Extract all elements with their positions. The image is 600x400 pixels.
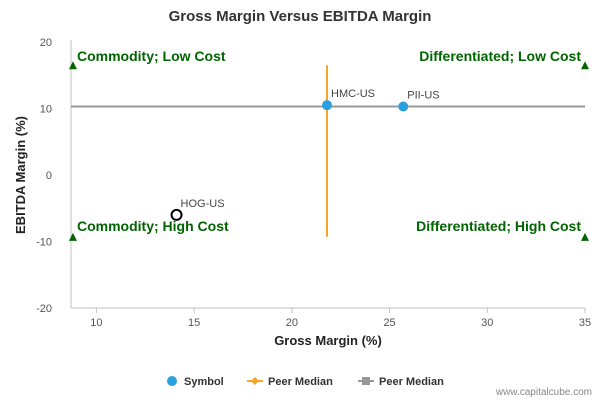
chart-title: Gross Margin Versus EBITDA Margin bbox=[169, 8, 432, 25]
legend-circle-icon bbox=[167, 376, 177, 386]
tick-labels: 10 15 20 25 30 35 -20 -10 0 10 20 bbox=[36, 37, 591, 329]
triangle-marker-icon bbox=[68, 232, 77, 241]
data-point-label: HMC-US bbox=[331, 88, 375, 100]
legend-item[interactable]: Symbol bbox=[167, 376, 224, 388]
y-tick-label: 0 bbox=[46, 170, 52, 182]
quadrant-labels: Commodity; Low Cost Differentiated; Low C… bbox=[68, 48, 589, 241]
triangle-marker-icon bbox=[581, 232, 589, 241]
legend-item[interactable]: Peer Median bbox=[247, 376, 333, 388]
x-tick-label: 25 bbox=[383, 317, 395, 329]
data-point[interactable] bbox=[398, 101, 409, 112]
legend-diamond-icon bbox=[251, 377, 259, 385]
peer-median-lines bbox=[71, 65, 585, 237]
y-tick-label: -20 bbox=[36, 303, 52, 315]
y-tick-label: -10 bbox=[36, 237, 52, 249]
legend-label: Peer Median bbox=[379, 376, 444, 388]
x-tick-label: 15 bbox=[188, 317, 200, 329]
x-tick-label: 30 bbox=[481, 317, 493, 329]
x-tick-label: 35 bbox=[579, 317, 591, 329]
data-point[interactable] bbox=[170, 208, 183, 221]
legend-item[interactable]: Peer Median bbox=[358, 376, 444, 388]
y-tick-label: 10 bbox=[40, 104, 52, 116]
x-tick-label: 10 bbox=[90, 317, 102, 329]
triangle-marker-icon bbox=[581, 61, 589, 70]
legend[interactable]: Symbol Peer Median Peer Median bbox=[167, 376, 444, 388]
x-tick-label: 20 bbox=[286, 317, 298, 329]
y-axis-label: EBITDA Margin (%) bbox=[13, 116, 28, 234]
legend-square-icon bbox=[362, 377, 370, 385]
quadrant-label: Commodity; Low Cost bbox=[77, 48, 226, 64]
quadrant-label: Commodity; High Cost bbox=[77, 218, 229, 234]
data-point-label: PII-US bbox=[407, 90, 439, 102]
axes bbox=[70, 40, 585, 309]
y-tick-label: 20 bbox=[40, 37, 52, 49]
legend-label: Symbol bbox=[184, 376, 224, 388]
data-points: HMC-US PII-US HOG-US bbox=[170, 88, 440, 221]
triangle-marker-icon bbox=[68, 61, 77, 70]
credit-text: www.capitalcube.com bbox=[495, 387, 592, 398]
x-axis-label: Gross Margin (%) bbox=[274, 333, 382, 348]
data-point-label: HOG-US bbox=[181, 198, 225, 210]
legend-label: Peer Median bbox=[268, 376, 333, 388]
data-point[interactable] bbox=[322, 100, 333, 111]
quadrant-label: Differentiated; High Cost bbox=[416, 218, 581, 234]
quadrant-label: Differentiated; Low Cost bbox=[419, 48, 581, 64]
